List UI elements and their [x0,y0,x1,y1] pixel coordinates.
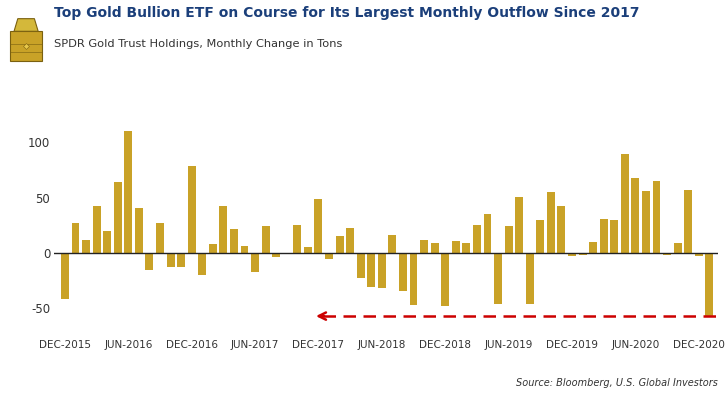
Bar [684,190,692,253]
Bar [420,240,428,253]
Bar [579,253,587,255]
Bar [389,235,397,253]
Bar [463,243,471,253]
Bar [536,220,544,253]
Bar [304,248,312,253]
Bar [262,226,270,253]
Text: SPDR Gold Trust Holdings, Monthly Change in Tons: SPDR Gold Trust Holdings, Monthly Change… [54,39,343,49]
Text: Source: Bloomberg, U.S. Global Investors: Source: Bloomberg, U.S. Global Investors [516,378,718,388]
Bar [188,165,196,253]
Bar [568,253,576,256]
Bar [674,243,682,253]
Bar [399,253,407,290]
Bar [452,241,460,253]
Bar [589,242,597,253]
Bar [515,196,523,253]
Bar [346,228,354,253]
Bar [199,253,206,275]
Bar [410,253,418,305]
Bar [621,154,629,253]
Bar [156,223,164,253]
Bar [652,181,660,253]
Text: Top Gold Bullion ETF on Course for Its Largest Monthly Outflow Since 2017: Top Gold Bullion ETF on Course for Its L… [54,6,640,20]
Bar [610,220,618,253]
Bar [125,131,132,253]
Bar [526,253,534,304]
Bar [705,253,713,316]
Bar [241,246,249,253]
Bar [558,206,566,253]
Bar [484,214,492,253]
Bar [378,253,386,288]
Bar [61,253,69,299]
Bar [82,240,90,253]
Bar [642,191,650,253]
Bar [294,225,302,253]
Bar [663,253,671,255]
Bar [505,226,513,253]
Bar [494,253,502,304]
Bar [167,253,175,267]
Bar [283,253,291,254]
Bar [220,206,228,253]
Bar [315,199,323,253]
Bar [251,253,259,272]
Bar [547,192,555,253]
Bar [114,182,122,253]
Bar [230,229,238,253]
Bar [103,231,111,253]
Bar [431,243,439,253]
Polygon shape [14,18,38,31]
Bar [10,31,42,61]
Bar [177,253,185,267]
Bar [473,225,481,253]
Bar [146,253,154,270]
Bar [600,219,608,253]
Bar [368,253,376,287]
Bar [135,208,143,253]
Bar [325,253,333,259]
Bar [695,253,703,256]
Bar [209,244,217,253]
Bar [336,236,344,253]
Bar [442,253,450,306]
Bar [72,223,80,253]
Bar [273,253,280,257]
Bar [357,253,365,279]
Bar [93,206,101,253]
Bar [631,178,639,253]
